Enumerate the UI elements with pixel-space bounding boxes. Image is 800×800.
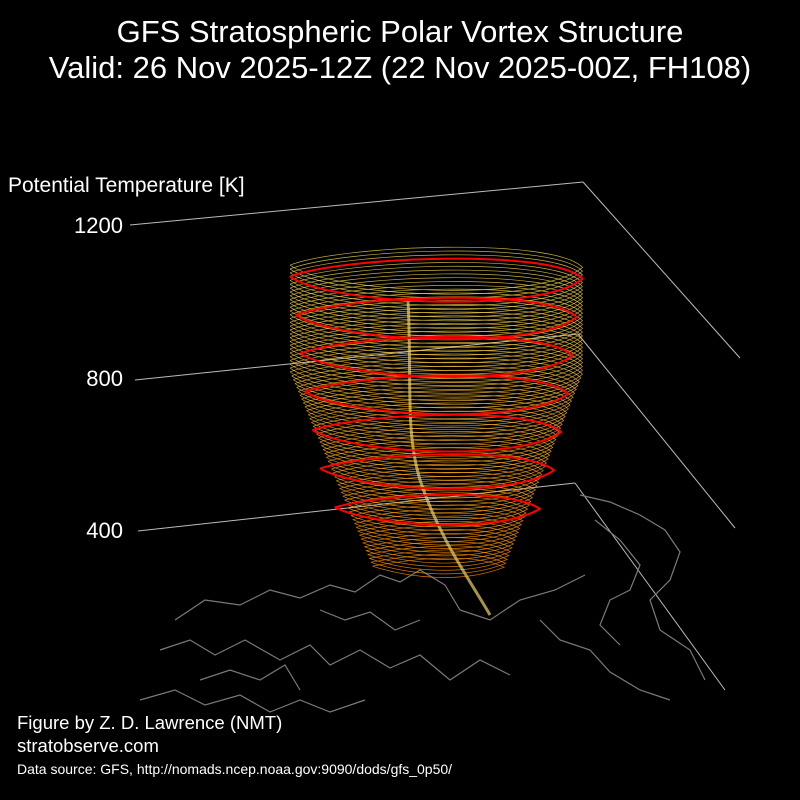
surface-isoline bbox=[347, 496, 529, 524]
surface-isoline bbox=[289, 307, 584, 352]
surface-isoline bbox=[289, 349, 584, 394]
surface-isoline bbox=[329, 451, 546, 485]
surface-isoline bbox=[289, 338, 584, 383]
surface-isoline bbox=[354, 512, 523, 539]
surface-isoline bbox=[352, 508, 524, 535]
coastline-3 bbox=[579, 494, 706, 681]
surface-isoline bbox=[289, 281, 584, 325]
axis-line-1 bbox=[582, 181, 741, 359]
surface-isoline bbox=[306, 394, 568, 434]
contour-level bbox=[289, 257, 584, 303]
axis-line-3 bbox=[577, 333, 736, 529]
surface-isoline bbox=[359, 525, 518, 549]
surface-isoline bbox=[289, 304, 584, 348]
surface-isoline bbox=[369, 549, 509, 571]
surface-isoline bbox=[289, 315, 584, 360]
surface-isoline bbox=[332, 459, 543, 492]
surface-isoline bbox=[289, 323, 584, 367]
surface-isoline bbox=[289, 326, 584, 371]
surface-isoline bbox=[289, 353, 584, 398]
surface-isoline bbox=[317, 423, 557, 459]
surface-isoline bbox=[289, 277, 584, 322]
chart-subtitle: Valid: 26 Nov 2025-12Z (22 Nov 2025-00Z,… bbox=[48, 50, 752, 85]
vortex-fold bbox=[406, 299, 492, 616]
surface-isoline bbox=[289, 311, 584, 356]
surface-isoline bbox=[341, 480, 535, 510]
surface-isoline bbox=[294, 365, 579, 409]
surface-isoline bbox=[289, 288, 584, 333]
contour-level bbox=[295, 296, 579, 341]
surface-isoline bbox=[301, 382, 573, 423]
surface-isoline bbox=[344, 488, 532, 517]
surface-isoline bbox=[312, 410, 562, 448]
z-tick-label: 400 bbox=[86, 518, 123, 543]
surface-isoline bbox=[331, 455, 544, 488]
surface-isoline bbox=[289, 269, 584, 314]
surface-isoline bbox=[311, 406, 563, 445]
surface-isoline bbox=[289, 292, 584, 337]
z-tick-label: 1200 bbox=[74, 213, 123, 238]
coastline-2 bbox=[139, 689, 366, 713]
surface-isoline bbox=[289, 300, 584, 345]
axis-line-4 bbox=[137, 482, 576, 532]
surface-isoline bbox=[289, 319, 584, 364]
surface-isoline bbox=[372, 557, 506, 578]
surface-isoline bbox=[289, 265, 584, 310]
figure-credit: Figure by Z. D. Lawrence (NMT) bbox=[17, 712, 283, 733]
coastline-7 bbox=[319, 609, 421, 631]
surface-isoline bbox=[364, 537, 513, 560]
surface-isoline bbox=[307, 398, 566, 438]
coastlines bbox=[139, 494, 706, 713]
surface-isoline bbox=[289, 273, 584, 318]
surface-isoline bbox=[327, 447, 548, 481]
coastline-4 bbox=[594, 519, 641, 646]
chart-title: GFS Stratospheric Polar Vortex Structure bbox=[116, 14, 684, 49]
contour-level bbox=[304, 374, 570, 416]
surface-isoline bbox=[289, 262, 584, 306]
data-source: Data source: GFS, http://nomads.ncep.noa… bbox=[17, 761, 453, 777]
surface-isoline bbox=[345, 492, 530, 521]
surface-isoline bbox=[289, 285, 584, 329]
contour-level bbox=[334, 493, 542, 526]
surface-isoline bbox=[355, 516, 521, 542]
surface-isoline bbox=[326, 443, 549, 477]
website-credit: stratobserve.com bbox=[17, 735, 159, 756]
axis-line-0 bbox=[129, 181, 584, 226]
contour-level bbox=[311, 413, 563, 453]
axis-line-5 bbox=[574, 482, 726, 691]
contour-lines bbox=[289, 257, 584, 526]
coastline-5 bbox=[539, 619, 671, 701]
surface-isoline bbox=[289, 334, 584, 379]
surface-isoline bbox=[360, 529, 516, 553]
surface-isoline bbox=[370, 553, 507, 575]
surface-isoline bbox=[293, 361, 580, 405]
surface-isoline bbox=[289, 346, 584, 390]
surface-isoline bbox=[362, 533, 515, 557]
z-axis-title: Potential Temperature [K] bbox=[8, 174, 245, 197]
surface-isoline bbox=[316, 418, 558, 456]
z-tick-label: 800 bbox=[86, 365, 123, 391]
coastline-0 bbox=[174, 569, 586, 621]
surface-isoline bbox=[289, 250, 584, 295]
surface-isoline bbox=[309, 402, 565, 441]
surface-isoline bbox=[324, 439, 551, 474]
surface-isoline bbox=[299, 378, 574, 420]
surface-isoline bbox=[289, 246, 584, 291]
coastline-6 bbox=[199, 664, 301, 691]
contour-level bbox=[319, 453, 556, 490]
contour-level bbox=[299, 335, 575, 378]
surface-isoline bbox=[291, 357, 582, 402]
surface-isoline bbox=[322, 435, 552, 470]
surface-isoline bbox=[289, 254, 584, 299]
coastline-1 bbox=[159, 639, 511, 681]
surface-isoline bbox=[339, 476, 537, 506]
